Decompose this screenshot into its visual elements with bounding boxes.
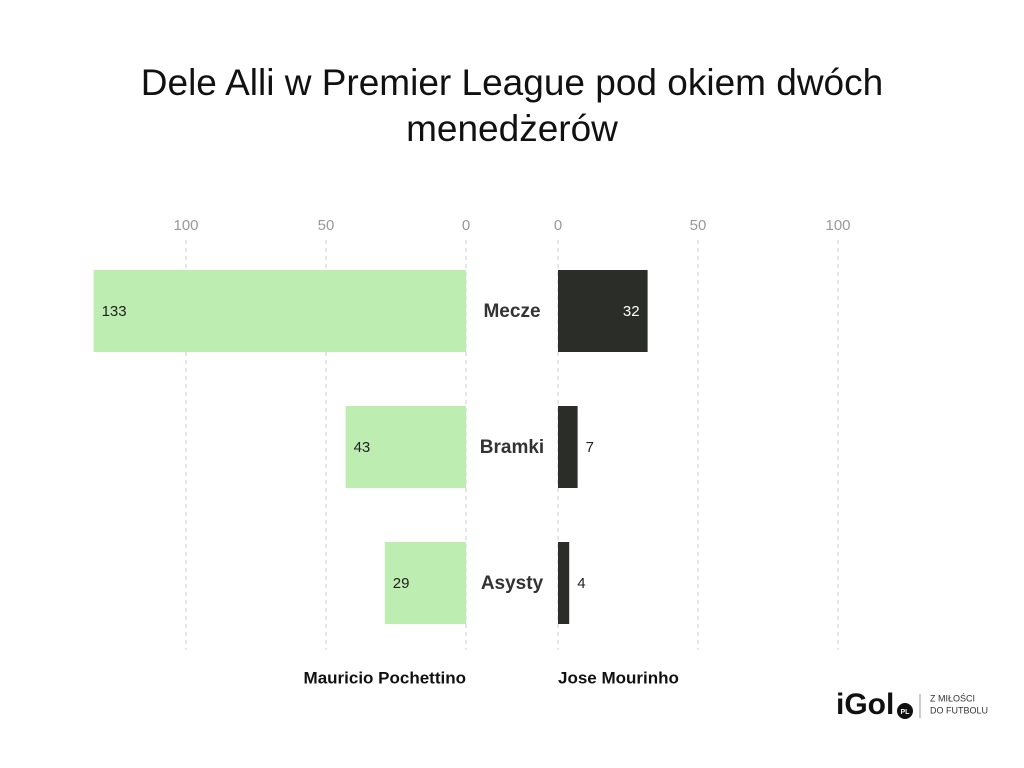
x-tick-label: 50 bbox=[318, 217, 335, 234]
bar bbox=[558, 270, 648, 352]
value-label: 29 bbox=[393, 575, 410, 592]
tagline: DO FUTBOLU bbox=[930, 705, 988, 715]
bar bbox=[558, 542, 570, 624]
logo-badge: PL bbox=[901, 709, 911, 716]
category-label: Asysty bbox=[481, 573, 544, 594]
category-label: Mecze bbox=[483, 301, 540, 322]
series-name: Jose Mourinho bbox=[558, 668, 679, 687]
value-label: 7 bbox=[586, 439, 594, 456]
value-label: 133 bbox=[102, 303, 127, 320]
bar bbox=[384, 542, 466, 624]
bar bbox=[558, 406, 578, 488]
value-label: 32 bbox=[623, 303, 640, 320]
category-label: Bramki bbox=[480, 437, 544, 458]
value-label: 4 bbox=[577, 575, 585, 592]
x-tick-label: 100 bbox=[173, 217, 198, 234]
series-name: Mauricio Pochettino bbox=[304, 668, 466, 687]
x-tick-label: 0 bbox=[462, 217, 470, 234]
bar bbox=[345, 406, 466, 488]
value-label: 43 bbox=[354, 439, 371, 456]
x-tick-label: 100 bbox=[825, 217, 850, 234]
logo-badge-bg bbox=[897, 703, 913, 719]
tagline: Z MIŁOŚCI bbox=[930, 692, 975, 703]
chart-title: Dele Alli w Premier League pod okiem dwó… bbox=[140, 62, 884, 149]
bar bbox=[93, 270, 466, 352]
x-tick-label: 50 bbox=[690, 217, 707, 234]
x-tick-label: 0 bbox=[554, 217, 562, 234]
logo: iGol bbox=[836, 688, 894, 721]
